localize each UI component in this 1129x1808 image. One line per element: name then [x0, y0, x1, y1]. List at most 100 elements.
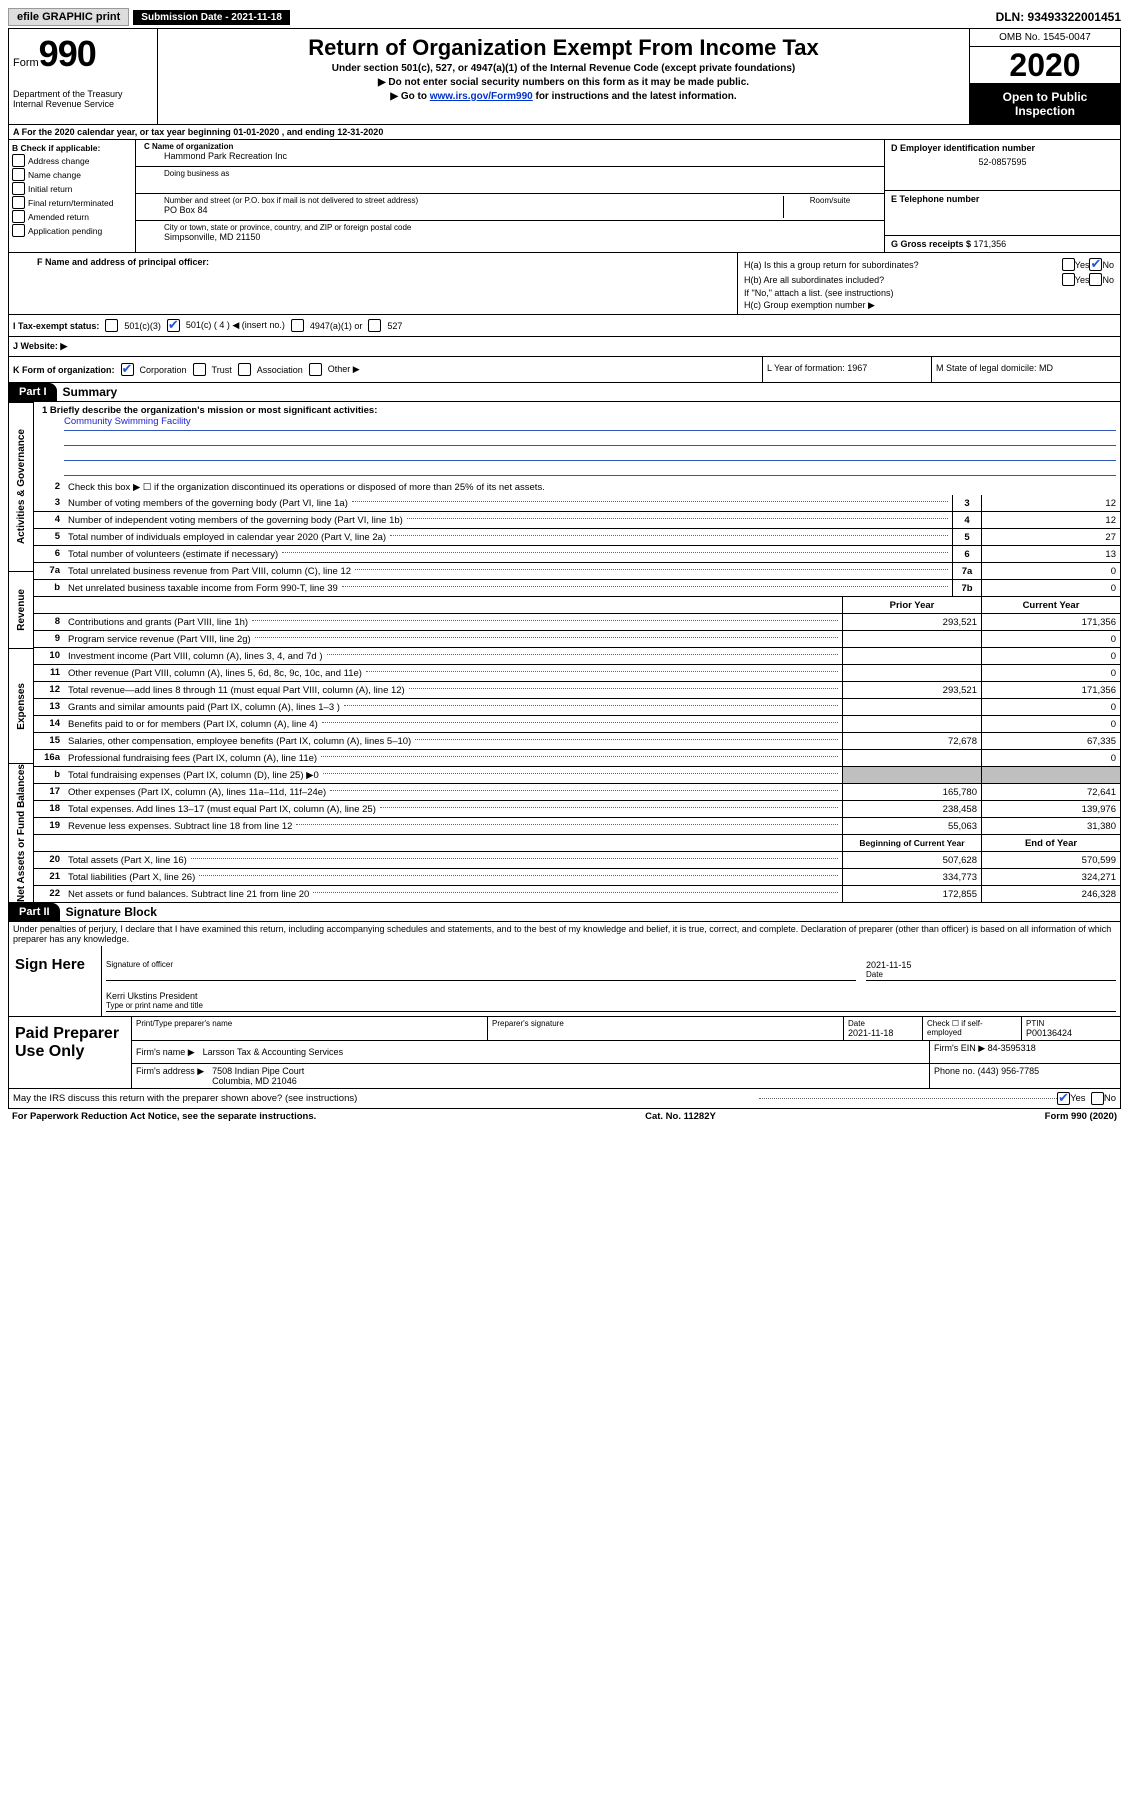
current-val: 0 [981, 716, 1120, 732]
cb-amended[interactable] [12, 210, 25, 223]
cb-amended-label: Amended return [28, 212, 89, 222]
submission-date: Submission Date - 2021-11-18 [133, 10, 290, 25]
ein-label: D Employer identification number [891, 143, 1114, 153]
cb-assoc[interactable] [238, 363, 251, 376]
prep-h3: Date [848, 1019, 918, 1028]
line-val: 12 [981, 495, 1120, 511]
current-val: 0 [981, 665, 1120, 681]
perjury: Under penalties of perjury, I declare th… [9, 922, 1120, 946]
sig-name: Kerri Ukstins President [106, 991, 1116, 1001]
omb-number: OMB No. 1545-0047 [970, 29, 1120, 47]
addr-label: Firm's address ▶ [136, 1066, 204, 1086]
phone-label: E Telephone number [891, 194, 1114, 204]
line-desc: Other revenue (Part VIII, column (A), li… [64, 665, 842, 681]
prior-val [842, 648, 981, 664]
cb-4947[interactable] [291, 319, 304, 332]
current-val: 570,599 [981, 852, 1120, 868]
ha-label: H(a) Is this a group return for subordin… [744, 260, 1062, 270]
dln: DLN: 93493322001451 [996, 10, 1121, 24]
ha-no[interactable] [1089, 258, 1102, 271]
sig-date-label: Date [866, 970, 1116, 979]
gross-label: G Gross receipts $ [891, 239, 974, 249]
dba-label: Doing business as [164, 169, 880, 178]
k-label: K Form of organization: [13, 365, 115, 375]
cb-pending-label: Application pending [28, 226, 102, 236]
paperwork-notice: For Paperwork Reduction Act Notice, see … [12, 1111, 316, 1122]
cb-address-label: Address change [28, 156, 89, 166]
ein: 52-0857595 [891, 157, 1114, 167]
discuss-no[interactable] [1091, 1092, 1104, 1105]
dept-label: Department of the Treasury [13, 89, 153, 99]
cb-501c3[interactable] [105, 319, 118, 332]
current-val: 324,271 [981, 869, 1120, 885]
vtab-net: Net Assets or Fund Balances [16, 764, 27, 902]
prior-val: 72,678 [842, 733, 981, 749]
line-desc: Other expenses (Part IX, column (A), lin… [64, 784, 842, 800]
phone-label2: Phone no. [934, 1066, 975, 1076]
prior-val: 507,628 [842, 852, 981, 868]
prior-val: 165,780 [842, 784, 981, 800]
line-desc: Total unrelated business revenue from Pa… [64, 563, 952, 579]
line-desc: Benefits paid to or for members (Part IX… [64, 716, 842, 732]
line-desc: Net unrelated business taxable income fr… [64, 580, 952, 596]
discuss-yes[interactable] [1057, 1092, 1070, 1105]
mission-blank3 [64, 461, 1116, 476]
ha-yes[interactable] [1062, 258, 1075, 271]
line-desc: Revenue less expenses. Subtract line 18 … [64, 818, 842, 834]
line-val: 0 [981, 563, 1120, 579]
cb-corp[interactable] [121, 363, 134, 376]
line-desc: Net assets or fund balances. Subtract li… [64, 886, 842, 902]
goto-post: for instructions and the latest informat… [533, 91, 737, 102]
hb-no[interactable] [1089, 273, 1102, 286]
cb-final[interactable] [12, 196, 25, 209]
row-a: A For the 2020 calendar year, or tax yea… [9, 125, 1120, 140]
line-box: 5 [952, 529, 981, 545]
line-box: 7a [952, 563, 981, 579]
hb-yes[interactable] [1062, 273, 1075, 286]
line-desc: Contributions and grants (Part VIII, lin… [64, 614, 842, 630]
current-val: 67,335 [981, 733, 1120, 749]
irs-label: Internal Revenue Service [13, 99, 153, 109]
preparer-label: Paid Preparer Use Only [9, 1017, 131, 1088]
line-desc: Investment income (Part VIII, column (A)… [64, 648, 842, 664]
vtab-exp: Expenses [16, 683, 27, 730]
firm-label: Firm's name ▶ [136, 1047, 195, 1058]
goto-pre: ▶ Go to [390, 91, 429, 102]
current-val: 72,641 [981, 784, 1120, 800]
irs-link[interactable]: www.irs.gov/Form990 [430, 91, 533, 102]
cb-address[interactable] [12, 154, 25, 167]
opt-501c3: 501(c)(3) [124, 321, 161, 331]
line2: Check this box ▶ ☐ if the organization d… [64, 479, 1120, 495]
opt-trust: Trust [212, 365, 232, 375]
cb-527[interactable] [368, 319, 381, 332]
opt-501c: 501(c) ( 4 ) ◀ (insert no.) [186, 320, 285, 331]
line-val: 12 [981, 512, 1120, 528]
website-label: J Website: ▶ [13, 341, 67, 352]
cb-trust[interactable] [193, 363, 206, 376]
line-desc: Total number of volunteers (estimate if … [64, 546, 952, 562]
line-desc: Grants and similar amounts paid (Part IX… [64, 699, 842, 715]
ssn-warning: ▶ Do not enter social security numbers o… [162, 77, 965, 88]
cb-501c[interactable] [167, 319, 180, 332]
mission-q: 1 Briefly describe the organization's mi… [42, 405, 377, 416]
line-desc: Program service revenue (Part VIII, line… [64, 631, 842, 647]
prep-date: 2021-11-18 [848, 1028, 918, 1038]
cb-other[interactable] [309, 363, 322, 376]
org-name: Hammond Park Recreation Inc [164, 151, 880, 161]
prior-val: 293,521 [842, 614, 981, 630]
current-val: 139,976 [981, 801, 1120, 817]
cb-name[interactable] [12, 168, 25, 181]
prior-val [842, 750, 981, 766]
firm-ein: 84-3595318 [988, 1043, 1036, 1053]
ptin: P00136424 [1026, 1028, 1116, 1038]
mission-blank1 [64, 431, 1116, 446]
efile-btn[interactable]: efile GRAPHIC print [8, 8, 129, 26]
open-public: Open to Public Inspection [970, 84, 1120, 124]
vtab-rev: Revenue [16, 589, 27, 631]
cb-initial[interactable] [12, 182, 25, 195]
line-desc: Salaries, other compensation, employee b… [64, 733, 842, 749]
cb-pending[interactable] [12, 224, 25, 237]
part1-tab: Part I [9, 383, 57, 401]
no3: No [1104, 1093, 1116, 1104]
tax-year: 2020 [970, 47, 1120, 84]
